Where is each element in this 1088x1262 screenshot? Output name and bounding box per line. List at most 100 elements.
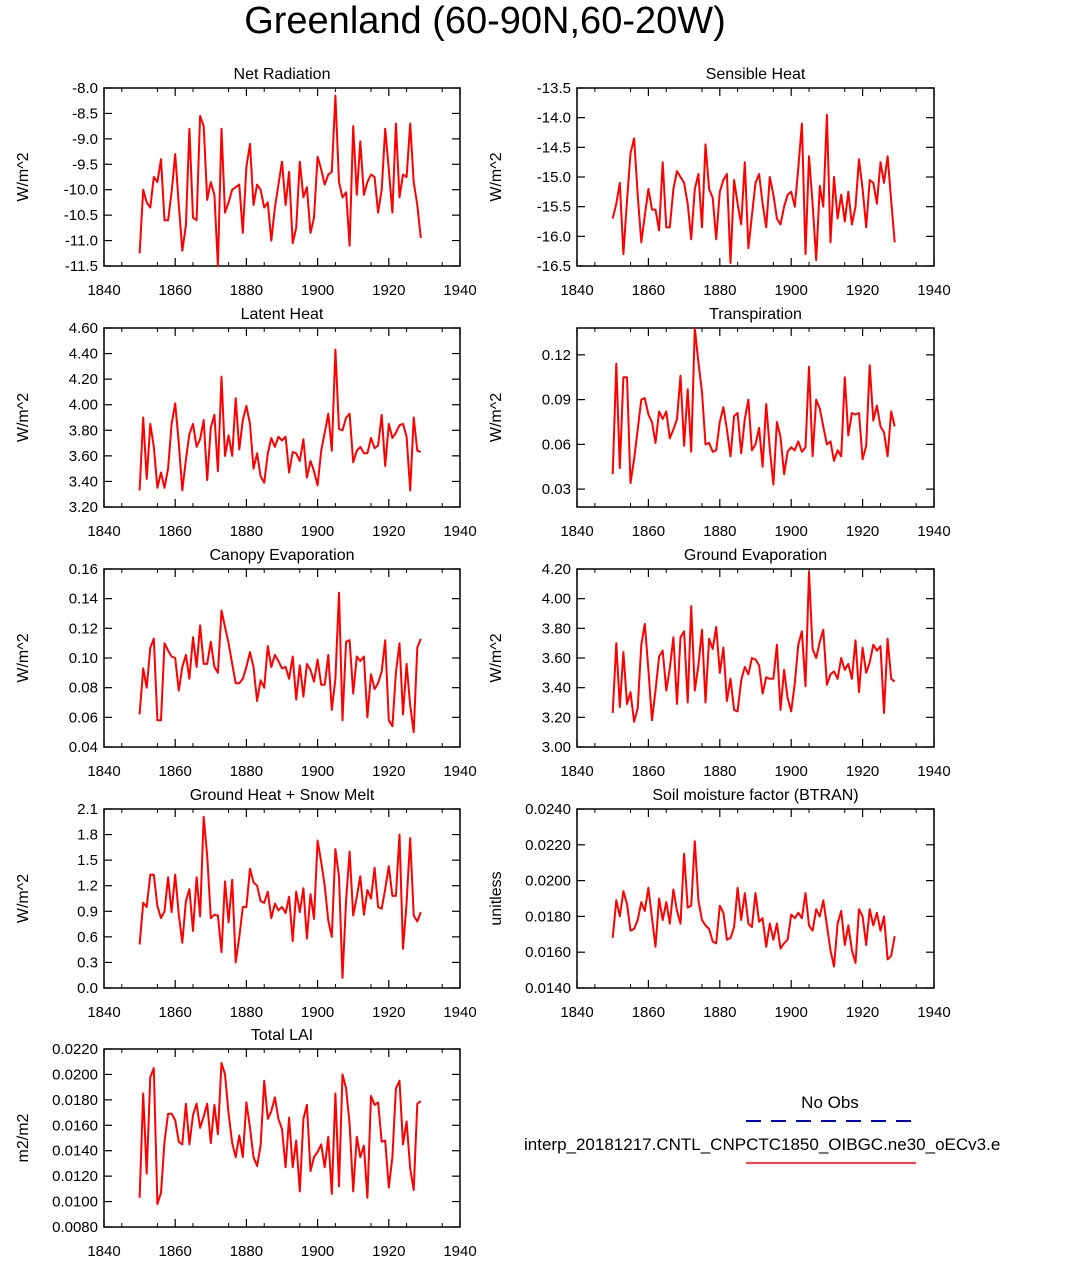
y-axis-label: W/m^2 (488, 152, 505, 201)
y-tick-label: 0.0200 (525, 873, 571, 890)
y-tick-label: 0.0080 (52, 1219, 98, 1236)
series-line (611, 327, 896, 486)
plot-frame (576, 87, 935, 267)
y-tick-label: 0.14 (69, 591, 98, 608)
chart-panel: Ground Heat + Snow Melt W/m^2 1840 1860 1880… (15, 787, 477, 1021)
legend: No Obs interp_20181217.CNTL_CNPCTC1850_O… (524, 1093, 1000, 1164)
chart-title: Latent Heat (241, 306, 324, 323)
y-tick-label: 3.60 (69, 448, 98, 465)
y-tick-label: 3.00 (542, 739, 571, 756)
x-tick-label: 1860 (159, 523, 192, 540)
x-tick-label: 1920 (846, 763, 879, 780)
y-tick-label: -16.0 (537, 228, 571, 245)
y-tick-label: 1.8 (77, 827, 98, 844)
legend-obs-label: No Obs (801, 1093, 859, 1112)
y-tick-label: -11.0 (65, 233, 98, 250)
y-tick-label: 0.0120 (52, 1168, 98, 1185)
y-tick-label: 0.06 (69, 709, 98, 726)
y-axis-label: m2/m2 (15, 1113, 32, 1162)
y-axis-label: unitless (488, 871, 505, 925)
y-tick-label: 0.03 (542, 481, 571, 498)
x-tick-label: 1900 (301, 282, 334, 299)
y-tick-label: 0.0160 (52, 1117, 98, 1134)
x-tick-label: 1880 (230, 282, 263, 299)
y-tick-label: -15.5 (537, 199, 571, 216)
y-tick-label: 1.5 (77, 852, 98, 869)
y-tick-label: 3.80 (69, 422, 98, 439)
x-tick-label: 1920 (372, 763, 405, 780)
x-tick-label: 1840 (87, 523, 120, 540)
x-tick-label: 1940 (443, 1004, 476, 1021)
legend-model-label: interp_20181217.CNTL_CNPCTC1850_OIBGC.ne… (524, 1135, 1000, 1154)
x-tick-label: 1880 (703, 1004, 736, 1021)
y-axis-label: W/m^2 (15, 152, 32, 201)
x-tick-label: 1900 (775, 763, 808, 780)
chart-title: Ground Evaporation (684, 547, 827, 564)
chart-title: Transpiration (709, 306, 802, 323)
x-tick-label: 1840 (560, 282, 593, 299)
y-axis-label: W/m^2 (15, 393, 32, 442)
x-tick-label: 1860 (632, 282, 665, 299)
y-tick-label: 3.40 (542, 680, 571, 697)
x-tick-label: 1900 (301, 523, 334, 540)
plot-frame (103, 1048, 461, 1228)
y-tick-label: 4.00 (542, 591, 571, 608)
x-tick-label: 1920 (846, 1004, 879, 1021)
x-tick-label: 1940 (443, 523, 476, 540)
plot-frame (576, 327, 935, 508)
y-tick-label: 3.80 (542, 620, 571, 637)
y-tick-label: 4.00 (69, 397, 98, 414)
x-tick-label: 1860 (159, 763, 192, 780)
y-tick-label: 0.06 (542, 436, 571, 453)
x-tick-label: 1900 (775, 1004, 808, 1021)
x-tick-label: 1840 (560, 763, 593, 780)
chart-title: Net Radiation (234, 66, 331, 83)
y-axis-label: W/m^2 (15, 633, 32, 682)
y-tick-label: 0.12 (69, 620, 98, 637)
y-axis-label: W/m^2 (15, 874, 32, 923)
y-tick-label: 0.16 (69, 561, 98, 578)
y-tick-label: 0.0140 (525, 980, 571, 997)
y-tick-label: -14.5 (537, 139, 571, 156)
y-tick-label: 0.3 (77, 954, 98, 971)
x-tick-label: 1840 (87, 1004, 120, 1021)
y-tick-label: 0.0140 (52, 1143, 98, 1160)
chart-panel: Latent Heat W/m^2 1840 1860 1880 1900 1920 1940… (15, 306, 477, 540)
chart-title: Canopy Evaporation (210, 547, 355, 564)
y-tick-label: 0.0200 (52, 1066, 98, 1083)
y-tick-label: -8.0 (72, 80, 98, 97)
y-tick-label: -14.0 (537, 110, 571, 127)
x-tick-label: 1880 (230, 1243, 263, 1260)
x-tick-label: 1920 (372, 282, 405, 299)
x-tick-label: 1840 (87, 282, 120, 299)
y-tick-label: 3.20 (542, 709, 571, 726)
y-axis-label: W/m^2 (488, 393, 505, 442)
x-tick-label: 1860 (159, 282, 192, 299)
plot-frame (103, 327, 461, 508)
series-line (611, 571, 896, 723)
series-line (138, 94, 422, 267)
x-tick-label: 1900 (301, 1243, 334, 1260)
chart-panel: Net Radiation W/m^2 1840 1860 1880 1900 1920 19… (15, 66, 477, 299)
x-tick-label: 1940 (443, 763, 476, 780)
y-tick-label: 0.10 (69, 650, 98, 667)
y-tick-label: 4.60 (69, 320, 98, 337)
page-title: Greenland (60-90N,60-20W) (244, 0, 726, 42)
x-tick-label: 1880 (703, 282, 736, 299)
x-tick-label: 1840 (560, 1004, 593, 1021)
y-tick-label: 3.20 (69, 499, 98, 516)
y-tick-label: -10.0 (64, 182, 98, 199)
y-axis-label: W/m^2 (488, 633, 505, 682)
x-tick-label: 1900 (301, 763, 334, 780)
y-tick-label: 3.40 (69, 473, 98, 490)
y-tick-label: 0.08 (69, 680, 98, 697)
x-tick-label: 1840 (87, 1243, 120, 1260)
x-tick-label: 1920 (372, 523, 405, 540)
x-tick-label: 1860 (632, 1004, 665, 1021)
y-tick-label: 0.09 (542, 392, 571, 409)
plot-frame (103, 808, 461, 989)
x-tick-label: 1920 (372, 1243, 405, 1260)
chart-title: Ground Heat + Snow Melt (190, 787, 375, 804)
chart-panel: Canopy Evaporation W/m^2 1840 1860 1880 1900 1… (15, 547, 477, 780)
